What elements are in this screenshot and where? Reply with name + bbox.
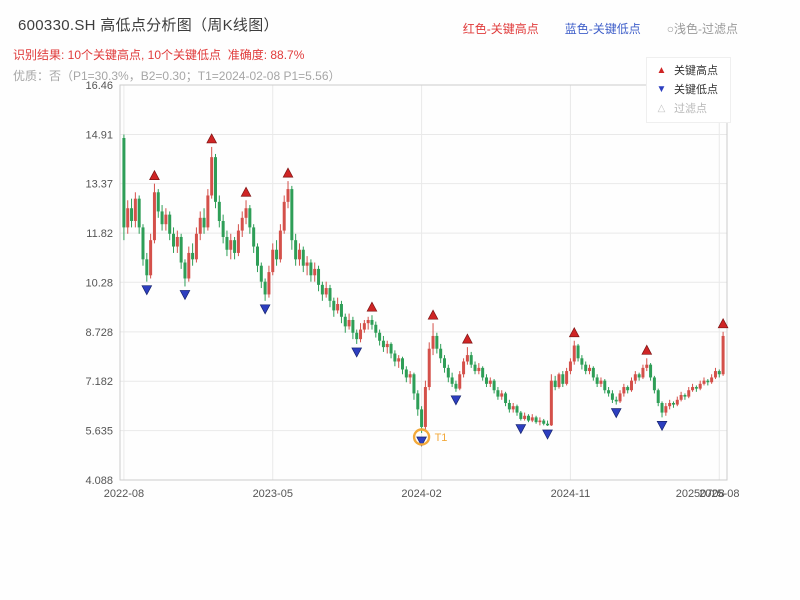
svg-text:2024-02: 2024-02	[401, 488, 441, 500]
svg-text:20250708: 20250708	[676, 488, 725, 500]
svg-text:2023-05: 2023-05	[253, 488, 293, 500]
legend-key-low-label: 关键低点	[674, 84, 718, 96]
header-legend-low-label: 蓝色-关键低点	[564, 22, 641, 36]
svg-text:2022-08: 2022-08	[104, 488, 144, 500]
svg-text:4.088: 4.088	[85, 475, 113, 487]
svg-text:T1: T1	[435, 432, 448, 444]
svg-text:10.28: 10.28	[85, 277, 113, 289]
header-legend-filter-label: ○浅色-过滤点	[666, 22, 738, 36]
header-legend: 红色-关键高点 蓝色-关键低点 ○浅色-过滤点	[463, 20, 738, 37]
svg-text:11.82: 11.82	[86, 228, 113, 240]
legend-entry-key-high: ▲ 关键高点	[655, 64, 718, 78]
plot-legend-box: ▲ 关键高点 ▼ 关键低点 △ 过滤点	[646, 57, 731, 123]
key-high-triangle-icon: ▲	[656, 65, 667, 76]
quality-note-text: 优质：否（P1=30.3%，B2=0.30；T1=2024-02-08 P1=5…	[13, 69, 341, 83]
filter-point-triangle-icon: △	[657, 103, 666, 114]
legend-filter-label: 过滤点	[674, 103, 707, 115]
svg-text:8.728: 8.728	[85, 327, 113, 339]
key-low-triangle-icon: ▼	[656, 84, 667, 95]
legend-entry-filter: △ 过滤点	[655, 102, 718, 116]
svg-text:2024-11: 2024-11	[551, 488, 591, 500]
legend-entry-key-low: ▼ 关键低点	[655, 83, 718, 97]
svg-text:14.91: 14.91	[85, 129, 113, 141]
header-legend-high-label: 红色-关键高点	[462, 22, 539, 36]
recognition-result-text: 识别结果: 10个关键高点, 10个关键低点 准确度: 88.7%	[13, 48, 305, 62]
legend-key-high-label: 关键高点	[674, 65, 718, 77]
svg-text:13.37: 13.37	[85, 179, 113, 191]
svg-text:7.182: 7.182	[85, 376, 113, 388]
svg-text:5.635: 5.635	[85, 426, 113, 438]
svg-text:16.46: 16.46	[85, 80, 113, 92]
svg-text:2025-08: 2025-08	[699, 488, 739, 500]
page-title: 600330.SH 高低点分析图（周K线图）	[18, 17, 279, 34]
